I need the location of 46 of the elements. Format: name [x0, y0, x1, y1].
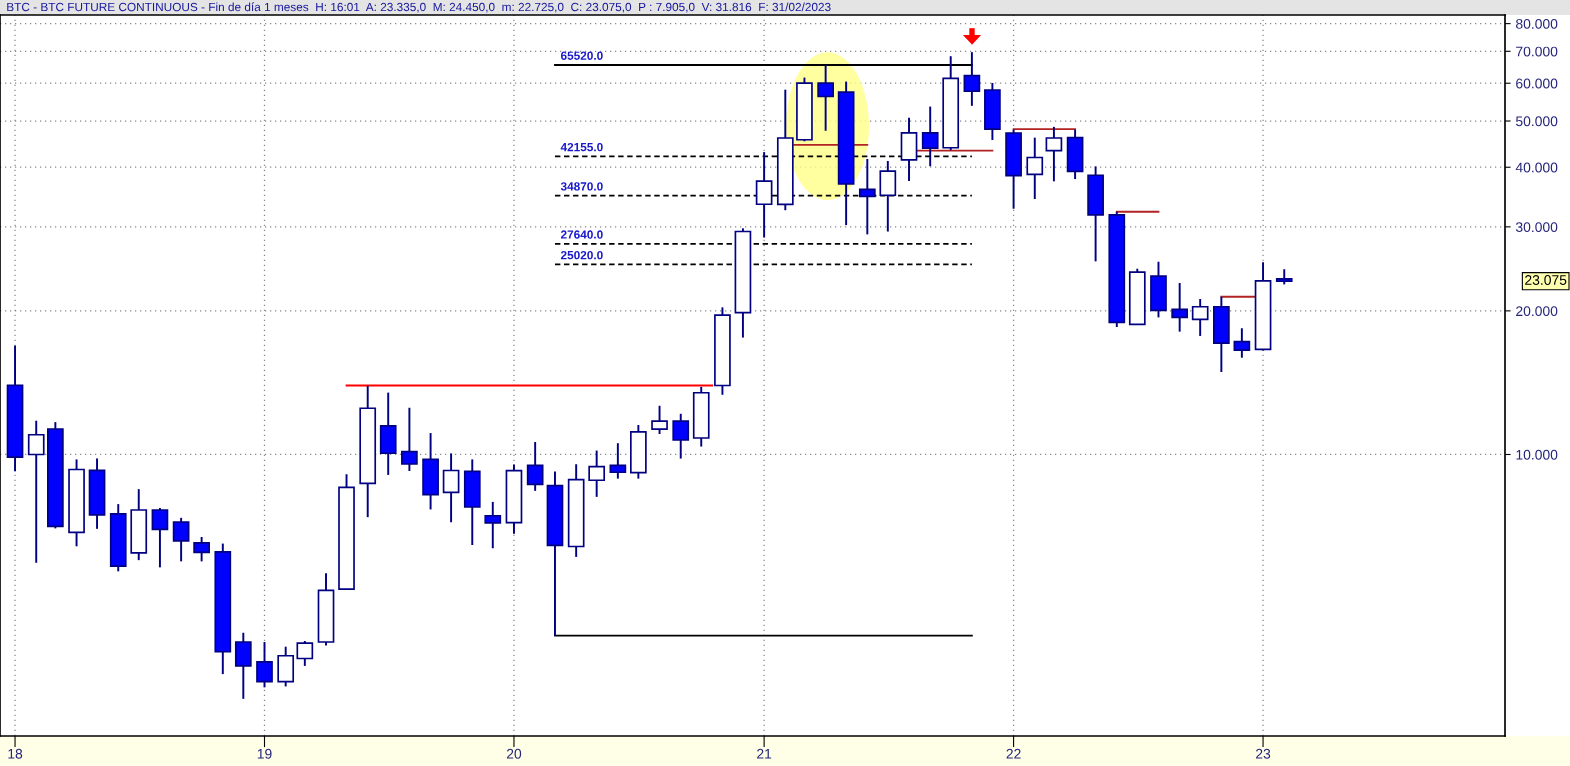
candlestick	[672, 412, 690, 460]
candlestick	[1171, 282, 1189, 333]
candlestick	[1045, 125, 1063, 183]
candlestick	[651, 404, 668, 435]
y-tick-label: 40.000	[1515, 162, 1558, 173]
y-tick-label: 50.000	[1515, 116, 1558, 127]
x-tick-label: 22	[1006, 748, 1021, 759]
x-tick-label: 23	[1256, 748, 1271, 759]
candlestick	[755, 151, 773, 239]
candlestick	[526, 441, 544, 492]
candlestick	[27, 419, 45, 564]
candlestick	[921, 105, 939, 168]
series-label: 42155.0	[560, 142, 603, 152]
candlestick	[401, 406, 418, 472]
candlestick	[234, 631, 252, 700]
text: 23.075	[1525, 275, 1567, 285]
candlestick	[1233, 327, 1251, 359]
chart-title: BTC - BTC FUTURE CONTINUOUS - Fin de día 1 meses H: 16:01 A: 23.335,0 M: 24.450,0 m: 22.725,0 C: 23.075,0 P : 7.905,0 V: 31.816 F: 31/02/2023	[7, 2, 831, 13]
candlestick	[588, 449, 606, 498]
candlestick	[151, 507, 169, 569]
series-label: 25020.0	[560, 250, 603, 260]
candlestick	[193, 536, 210, 563]
x-tick-label: 21	[757, 748, 772, 759]
y-tick-label: 10.000	[1516, 449, 1558, 460]
candlestick	[296, 640, 314, 667]
y-tick-label: 70.000	[1516, 46, 1558, 57]
candlestick	[442, 452, 460, 524]
candlestick	[256, 641, 273, 689]
series-label: 27640.0	[560, 230, 603, 239]
candlestick	[609, 442, 627, 480]
candlestick	[1026, 136, 1044, 201]
candlestick	[172, 516, 190, 563]
candlestick	[484, 500, 502, 550]
candlestick	[817, 64, 834, 132]
series-label: 34870.0	[560, 182, 603, 191]
y-tick-label: 20.000	[1516, 306, 1558, 317]
candlestick	[858, 158, 876, 236]
y-tick-label: 60.000	[1516, 78, 1558, 89]
series-label: 65520.0	[560, 51, 603, 60]
y-tick-label: 30.000	[1515, 222, 1558, 233]
candlestick	[963, 51, 981, 107]
candlestick	[1191, 298, 1209, 337]
x-tick-label: 18	[8, 748, 23, 759]
x-tick-label: 20	[506, 748, 522, 759]
y-tick-label: 80.000	[1516, 18, 1558, 29]
x-tick-label: 19	[257, 748, 272, 759]
